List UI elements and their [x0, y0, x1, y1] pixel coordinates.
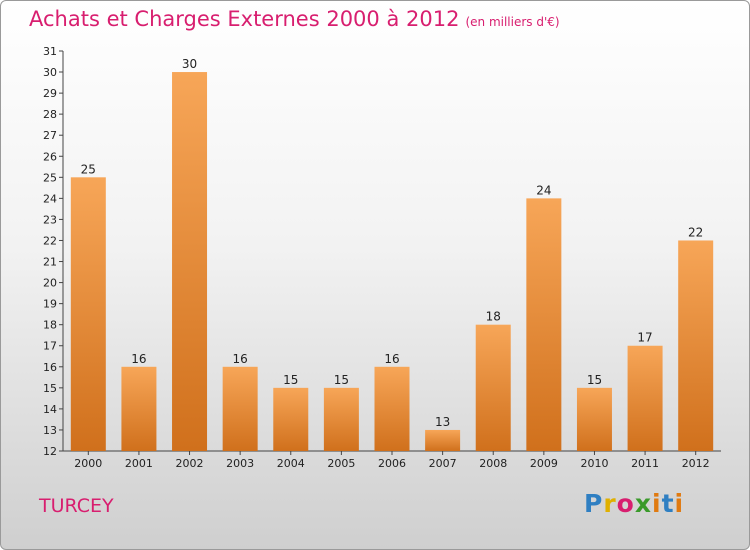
- commune-name: TURCEY: [39, 495, 114, 517]
- bar: [475, 324, 511, 451]
- bar-value-label: 15: [587, 373, 602, 387]
- bar: [425, 429, 461, 451]
- x-tick-label: 2009: [530, 457, 558, 470]
- x-tick-label: 2006: [378, 457, 406, 470]
- bar: [121, 366, 157, 451]
- y-tick-label: 30: [43, 66, 57, 79]
- chart-title: Achats et Charges Externes 2000 à 2012 (e…: [29, 7, 560, 31]
- bar-value-label: 16: [131, 352, 146, 366]
- bar-value-label: 25: [81, 162, 96, 176]
- chart-unit: (en milliers d'€): [465, 15, 560, 29]
- y-tick-label: 15: [43, 382, 57, 395]
- bar: [576, 387, 612, 451]
- x-tick-label: 2003: [226, 457, 254, 470]
- bar: [627, 345, 663, 451]
- bar-value-label: 17: [637, 331, 652, 345]
- bar-value-label: 15: [334, 373, 349, 387]
- y-tick-label: 29: [43, 87, 57, 100]
- y-tick-label: 26: [43, 150, 57, 163]
- x-tick-label: 2002: [176, 457, 204, 470]
- y-tick-label: 21: [43, 256, 57, 269]
- y-tick-label: 28: [43, 108, 57, 121]
- x-tick-label: 2001: [125, 457, 153, 470]
- bar: [172, 72, 208, 451]
- x-tick-label: 2010: [580, 457, 608, 470]
- bar-value-label: 18: [486, 310, 501, 324]
- y-tick-label: 14: [43, 403, 57, 416]
- bar: [374, 366, 410, 451]
- y-tick-label: 17: [43, 340, 57, 353]
- bar: [222, 366, 258, 451]
- x-tick-label: 2011: [631, 457, 659, 470]
- bar-value-label: 16: [233, 352, 248, 366]
- x-tick-label: 2008: [479, 457, 507, 470]
- proxiti-logo: Proxiti: [584, 489, 685, 518]
- y-tick-label: 13: [43, 424, 57, 437]
- bar-value-label: 22: [688, 225, 703, 239]
- y-tick-label: 19: [43, 298, 57, 311]
- y-tick-label: 22: [43, 234, 57, 247]
- x-tick-label: 2000: [74, 457, 102, 470]
- y-tick-label: 20: [43, 277, 57, 290]
- bar-value-label: 24: [536, 183, 551, 197]
- bar: [70, 177, 106, 451]
- y-tick-label: 18: [43, 319, 57, 332]
- x-tick-label: 2005: [327, 457, 355, 470]
- bar: [323, 387, 359, 451]
- x-tick-label: 2007: [429, 457, 457, 470]
- bar-value-label: 13: [435, 415, 450, 429]
- y-tick-label: 25: [43, 171, 57, 184]
- bar-value-label: 15: [283, 373, 298, 387]
- x-tick-label: 2004: [277, 457, 305, 470]
- x-tick-label: 2012: [682, 457, 710, 470]
- y-tick-label: 27: [43, 129, 57, 142]
- bar: [678, 240, 714, 451]
- y-tick-label: 12: [43, 445, 57, 458]
- bar-value-label: 16: [384, 352, 399, 366]
- y-tick-label: 31: [43, 45, 57, 58]
- y-tick-label: 24: [43, 192, 57, 205]
- bar: [526, 198, 562, 451]
- bar-value-label: 30: [182, 57, 197, 71]
- y-tick-label: 16: [43, 361, 57, 374]
- y-tick-label: 23: [43, 213, 57, 226]
- bar: [273, 387, 309, 451]
